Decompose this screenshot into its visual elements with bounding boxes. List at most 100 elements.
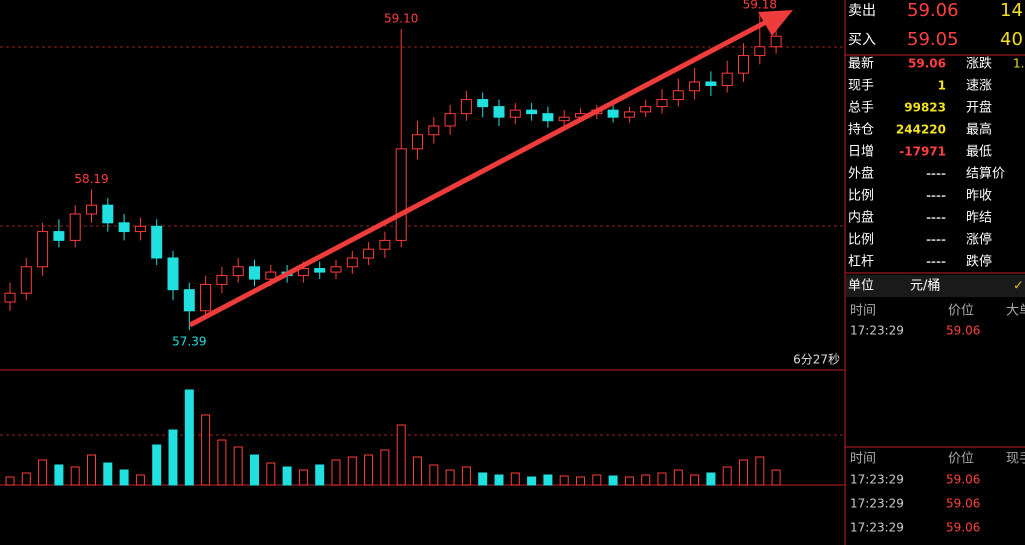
volume-bar (250, 454, 259, 486)
volume-bar (135, 474, 145, 486)
candle-body (656, 99, 668, 108)
candle-body (738, 55, 749, 74)
row-label: 日增 (848, 145, 874, 160)
volume-bar (5, 476, 15, 486)
row-value: 1. (1013, 57, 1024, 71)
volume-bar (87, 454, 96, 486)
volume-bar (690, 474, 700, 486)
row-value: 1 (938, 79, 946, 93)
quote-label: 买入 (848, 32, 876, 48)
candle-body (249, 266, 260, 280)
volume-bar (527, 476, 537, 486)
unit-row-bg (846, 275, 1025, 297)
candle-body (232, 266, 244, 277)
volume-bar (396, 424, 406, 486)
candle-body (412, 134, 423, 150)
volume-bar (298, 469, 308, 486)
volume-bar (706, 472, 716, 486)
quote-size: 40 (1000, 29, 1023, 50)
candle-body (705, 81, 717, 86)
tick-price: 59.06 (946, 521, 980, 535)
candle-body (363, 248, 375, 259)
candle-body (526, 109, 538, 115)
tick-header: 价位 (948, 452, 974, 467)
candle-body (509, 109, 521, 118)
candle-body (428, 125, 440, 136)
candle-body (395, 148, 407, 241)
quote-price: 59.05 (907, 29, 959, 50)
volume-bar (771, 469, 781, 486)
row-value: -17971 (899, 145, 946, 159)
row-label: 开盘 (966, 100, 992, 116)
candle-body (477, 99, 489, 108)
candle-body (200, 283, 212, 312)
volume-bar (315, 464, 325, 486)
volume-bar (494, 474, 504, 486)
volume-bar (233, 446, 243, 486)
volume-bar (657, 472, 667, 486)
price-label: 59.10 (384, 12, 418, 26)
candle-body (118, 222, 130, 233)
candle-body (167, 257, 179, 291)
volume-bar (559, 475, 569, 486)
candle-body (314, 268, 326, 273)
candle-body (151, 225, 163, 259)
volume-bar (722, 466, 732, 486)
row-label: 比例 (848, 233, 874, 248)
volume-bar (364, 454, 374, 486)
row-value: ---- (926, 255, 946, 269)
candle-body (672, 90, 684, 101)
volume-bar (673, 469, 683, 486)
candle-body (20, 266, 32, 294)
tick-header: 现手 (1006, 452, 1025, 467)
arrow-head (758, 10, 793, 36)
volume-bar (38, 459, 48, 486)
row-label: 外盘 (848, 166, 874, 182)
candle-body (460, 99, 472, 115)
volume-bar (429, 464, 439, 486)
candle-body (216, 275, 228, 285)
quote-size: 14 (1000, 0, 1023, 21)
volume-bar (168, 429, 178, 486)
tick-time: 17:23:29 (850, 324, 904, 338)
row-label: 持仓 (848, 123, 874, 138)
row-label: 内盘 (848, 210, 874, 226)
volume-bar (543, 474, 553, 486)
volume-bar (331, 459, 341, 486)
tick-header: 时间 (850, 304, 876, 319)
candle-body (69, 213, 81, 241)
volume-bar (608, 475, 618, 486)
volume-bar (152, 444, 162, 486)
price-label: 59.18 (743, 0, 777, 12)
volume-bar (380, 449, 390, 486)
row-label: 昨收 (966, 189, 992, 204)
row-label: 总手 (848, 101, 874, 116)
tick-price: 59.06 (946, 497, 980, 511)
volume-bar (461, 466, 471, 486)
check-icon: ✓ (1013, 279, 1024, 294)
row-label: 比例 (848, 189, 874, 204)
candle-body (134, 225, 146, 233)
row-value: ---- (926, 211, 946, 225)
tick-price: 59.06 (946, 473, 980, 487)
candle-body (379, 239, 391, 250)
volume-bar (755, 456, 765, 486)
tick-time: 17:23:29 (850, 521, 904, 535)
volume-bar (119, 469, 129, 486)
row-value: 99823 (904, 101, 946, 115)
row-value: ---- (926, 189, 946, 203)
candle-body (86, 204, 97, 215)
volume-bar (217, 439, 227, 486)
quote-label: 卖出 (848, 3, 876, 19)
candle-body (265, 271, 277, 280)
candle-body (493, 106, 505, 118)
row-label: 杠杆 (848, 254, 874, 270)
candle-body (558, 116, 570, 122)
row-value: ---- (926, 233, 946, 247)
row-label: 最新 (848, 56, 874, 72)
volume-bar (103, 462, 113, 486)
volume-bar (70, 466, 80, 486)
volume-bar (445, 469, 455, 486)
candle-body (53, 231, 65, 241)
volume-bar (201, 414, 211, 486)
